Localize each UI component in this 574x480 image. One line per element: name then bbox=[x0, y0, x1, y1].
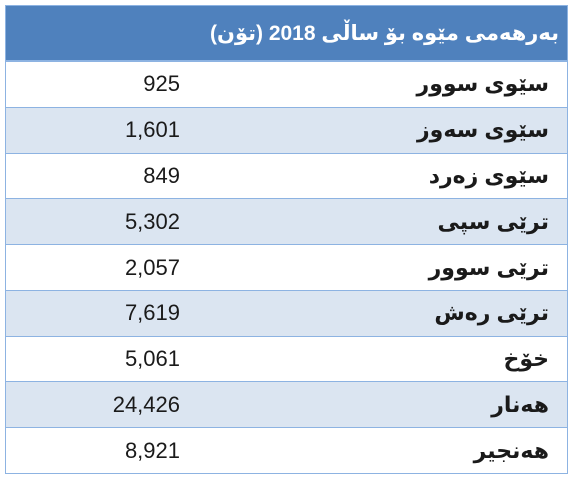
row-value: 5,061 bbox=[124, 346, 180, 372]
fruit-production-table: بەرهەمی مێوە بۆ ساڵی 2018 (تۆن) 925 سێوی… bbox=[5, 5, 568, 474]
row-label: سێوی زەرد bbox=[428, 162, 549, 188]
table-row: 849 سێوی زەرد bbox=[6, 152, 567, 199]
row-label: سێوی سوور bbox=[416, 71, 549, 97]
table-row: 1,601 سێوی سەوز bbox=[6, 106, 567, 153]
row-label: ترێی سوور bbox=[428, 254, 549, 280]
table-row: 24,426 هەنار bbox=[6, 381, 567, 428]
row-value: 24,426 bbox=[112, 391, 180, 417]
row-label: خۆخ bbox=[503, 346, 549, 372]
row-value: 5,302 bbox=[124, 208, 180, 234]
row-value: 8,921 bbox=[124, 437, 180, 463]
row-label: سێوی سەوز bbox=[417, 117, 549, 143]
table-row: 8,921 هەنجیر bbox=[6, 427, 567, 473]
row-value: 2,057 bbox=[124, 254, 180, 280]
table-row: 925 سێوی سوور bbox=[6, 61, 567, 107]
row-value: 1,601 bbox=[124, 117, 180, 143]
row-label: ترێی رەش bbox=[434, 300, 549, 326]
table-row: 5,302 ترێی سپی bbox=[6, 198, 567, 245]
row-value: 849 bbox=[143, 162, 180, 188]
table-row: 7,619 ترێی رەش bbox=[6, 289, 567, 336]
table-row: 2,057 ترێی سوور bbox=[6, 244, 567, 290]
row-value: 7,619 bbox=[124, 300, 180, 326]
row-label: هەنار bbox=[491, 391, 549, 417]
row-value: 925 bbox=[143, 71, 180, 97]
row-label: هەنجیر bbox=[473, 437, 549, 463]
table-title: بەرهەمی مێوە بۆ ساڵی 2018 (تۆن) bbox=[6, 6, 567, 61]
table-row: 5,061 خۆخ bbox=[6, 335, 567, 382]
row-label: ترێی سپی bbox=[437, 208, 549, 234]
